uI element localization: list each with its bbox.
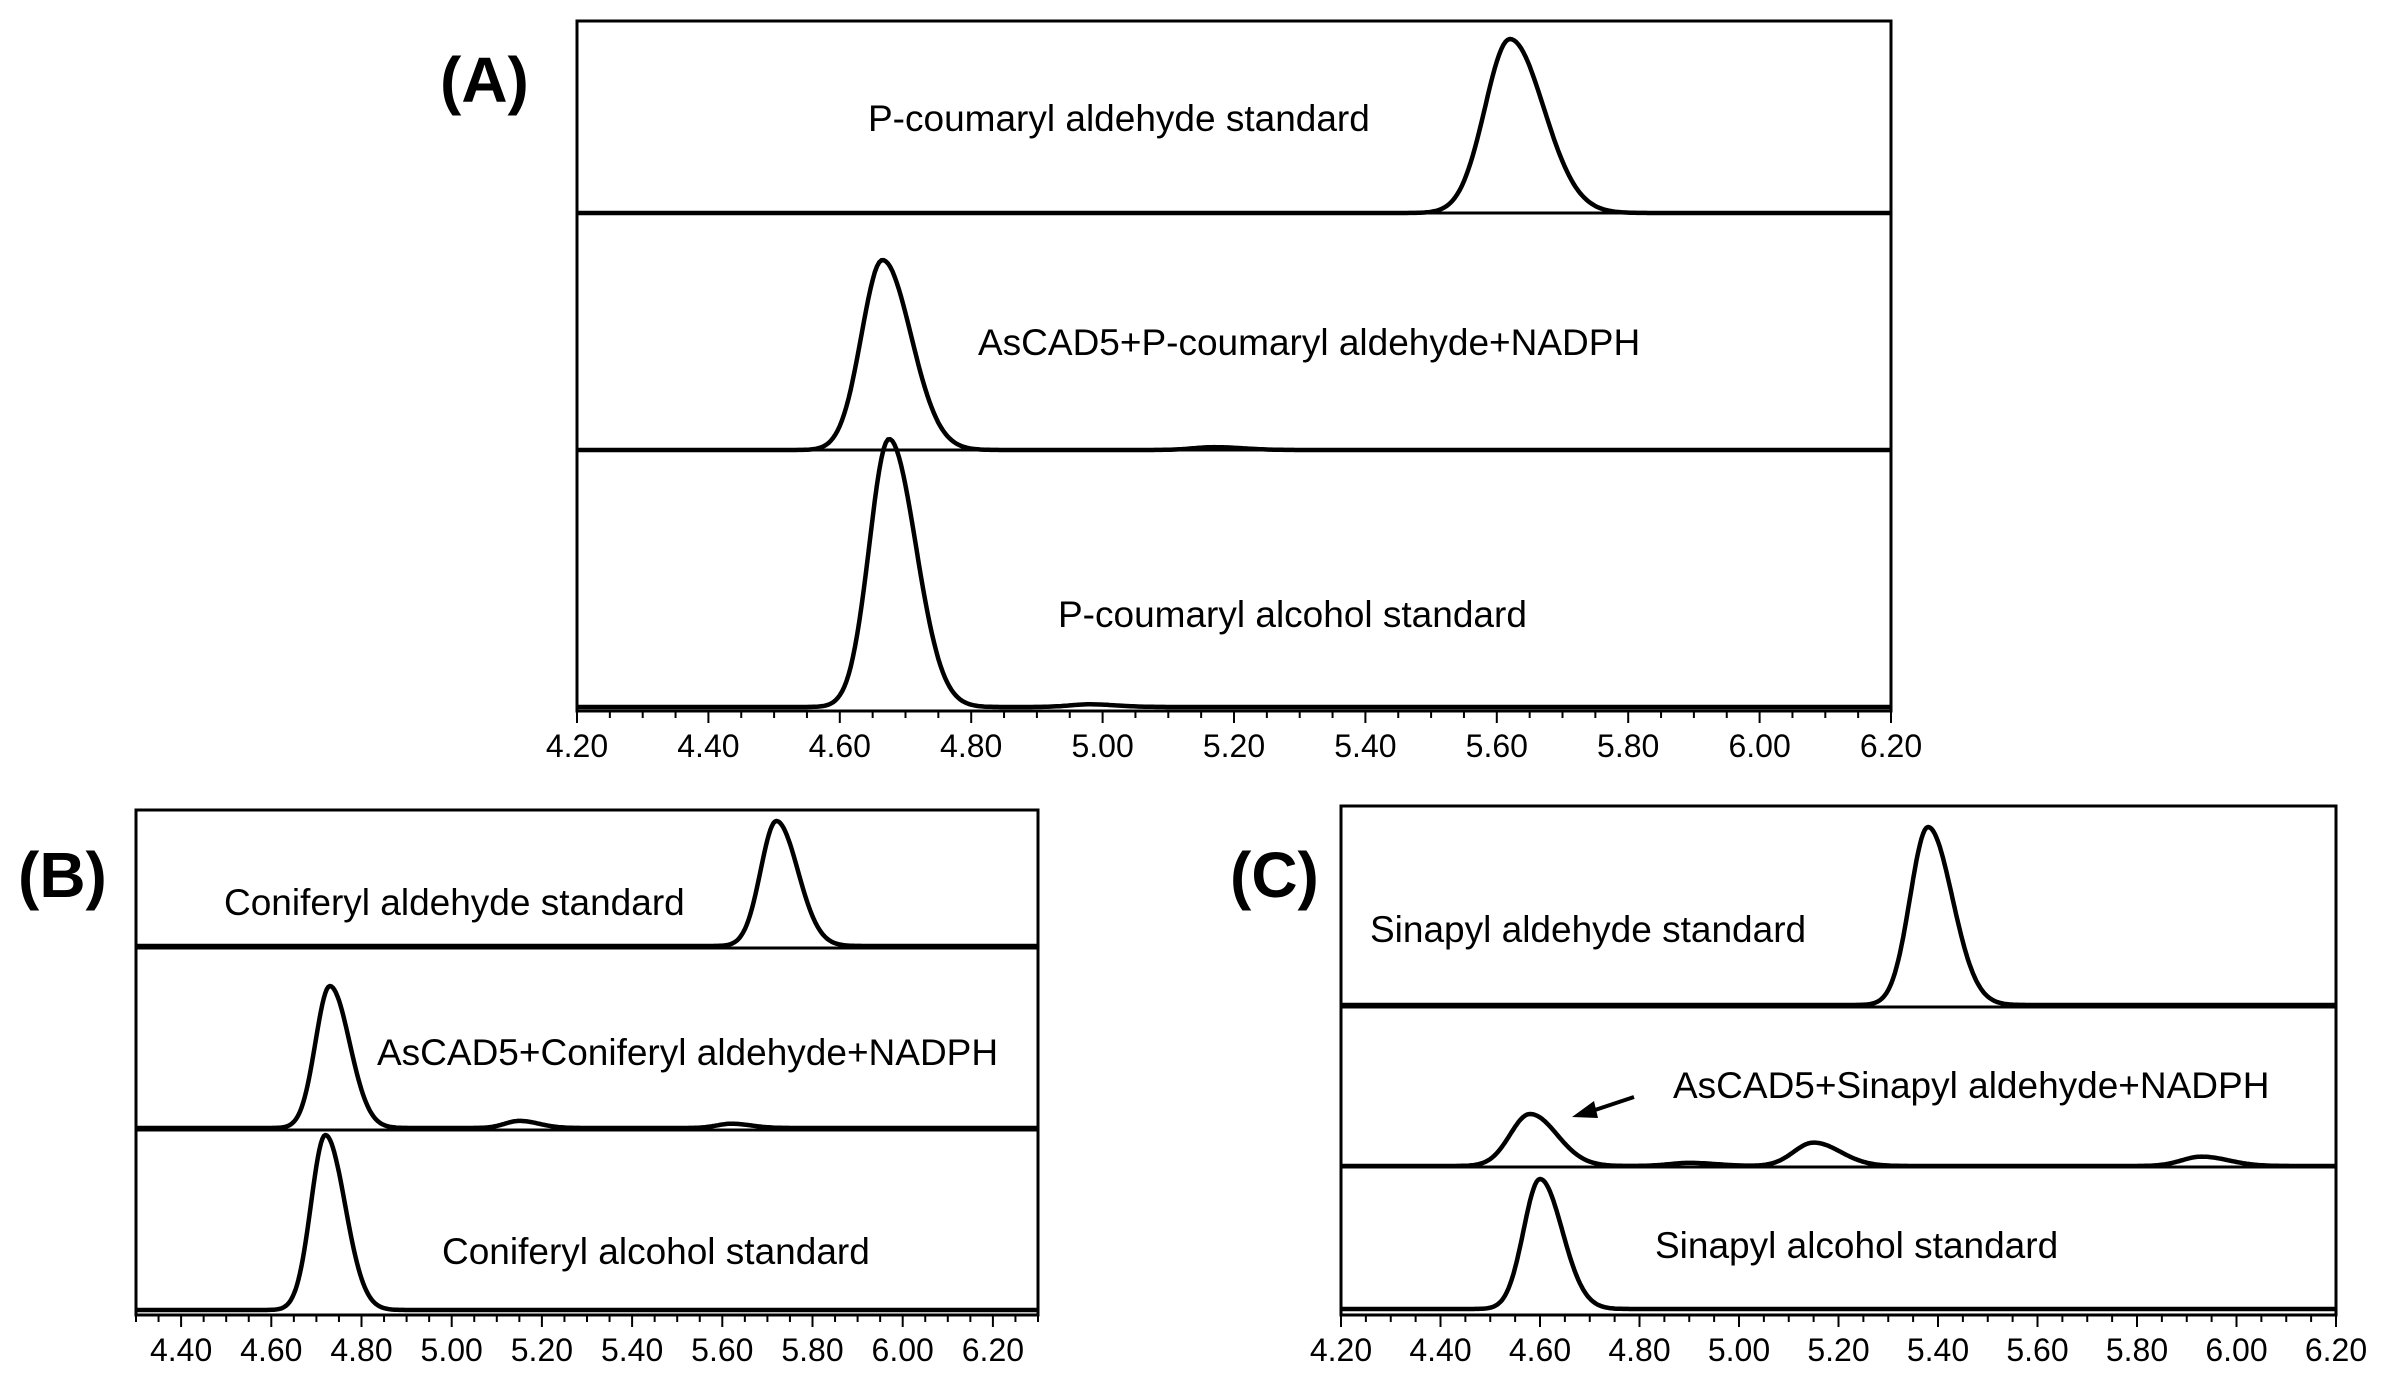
x-tick-label: 4.80 [940, 728, 1002, 764]
x-tick-label: 4.40 [1409, 1332, 1471, 1368]
x-tick-label: 4.60 [240, 1332, 302, 1368]
x-tick-label: 6.00 [872, 1332, 934, 1368]
x-tick-label: 4.20 [1310, 1332, 1372, 1368]
panel-b-label-2: AsCAD5+Coniferyl aldehyde+NADPH [377, 1032, 998, 1073]
panel-b-label-3: Coniferyl alcohol standard [442, 1231, 870, 1272]
x-tick-label: 5.60 [691, 1332, 753, 1368]
panel-b-trace-2 [135, 983, 1039, 1131]
panel-c-trace-3 [1340, 1176, 2337, 1312]
panel-b: (B) Coniferyl aldehyde standard AsCAD5+C… [18, 808, 1040, 1368]
panel-a-trace-3 [576, 436, 1892, 710]
panel-c: (C) Sinapyl aldehyde standard AsCAD5+Sin… [1230, 804, 2367, 1368]
panel-b-trace-1 [135, 818, 1039, 949]
x-tick-label: 5.20 [511, 1332, 573, 1368]
arrow-shaft [1591, 1095, 1635, 1113]
x-tick-label: 4.40 [150, 1332, 212, 1368]
x-tick-label: 4.20 [546, 728, 608, 764]
x-tick-label: 5.00 [1708, 1332, 1770, 1368]
x-tick-label: 5.80 [1597, 728, 1659, 764]
x-tick-label: 5.40 [1907, 1332, 1969, 1368]
x-tick-label: 4.40 [677, 728, 739, 764]
panel-c-trace-1 [1340, 824, 2337, 1008]
panel-c-x-axis: 4.20 4.40 4.60 4.80 5.00 5.20 5.40 5.60 5.80 6.00… [1310, 1315, 2367, 1368]
panel-a-trace-1 [576, 36, 1892, 216]
panel-a-label-2: AsCAD5+P-coumaryl aldehyde+NADPH [978, 322, 1640, 363]
panel-b-label-1: Coniferyl aldehyde standard [224, 882, 685, 923]
panel-a-letter: (A) [440, 44, 529, 116]
panel-c-label-2: AsCAD5+Sinapyl aldehyde+NADPH [1673, 1065, 2269, 1106]
panel-a-label-1: P-coumaryl aldehyde standard [868, 98, 1370, 139]
x-tick-label: 5.80 [781, 1332, 843, 1368]
panel-a-label-3: P-coumaryl alcohol standard [1058, 594, 1527, 635]
x-tick-label: 5.60 [2006, 1332, 2068, 1368]
x-tick-label: 5.20 [1203, 728, 1265, 764]
arrow-head [1572, 1101, 1598, 1118]
x-tick-label: 4.60 [1509, 1332, 1571, 1368]
arrow-annotation [1572, 1095, 1635, 1118]
panel-c-label-3: Sinapyl alcohol standard [1655, 1225, 2058, 1266]
panel-b-trace-3 [135, 1132, 1039, 1313]
x-tick-label: 6.20 [962, 1332, 1024, 1368]
x-tick-label: 6.20 [2305, 1332, 2367, 1368]
x-tick-label: 5.00 [1071, 728, 1133, 764]
x-tick-label: 6.00 [2205, 1332, 2267, 1368]
x-tick-label: 5.80 [2106, 1332, 2168, 1368]
x-tick-label: 5.60 [1466, 728, 1528, 764]
x-tick-label: 5.40 [1334, 728, 1396, 764]
x-tick-label: 6.00 [1728, 728, 1790, 764]
panel-c-label-1: Sinapyl aldehyde standard [1370, 909, 1806, 950]
panel-c-letter: (C) [1230, 839, 1319, 911]
x-tick-label: 4.80 [330, 1332, 392, 1368]
panel-b-x-axis: 4.40 4.60 4.80 5.00 5.20 5.40 5.60 5.80 6.00 6.20 [135, 1315, 1039, 1368]
panel-a: (A) P-coumaryl aldehyde standard AsCAD5+… [440, 19, 1922, 764]
panel-a-trace-2 [576, 257, 1892, 453]
x-tick-label: 5.40 [601, 1332, 663, 1368]
x-tick-label: 6.20 [1860, 728, 1922, 764]
panel-c-trace-2 [1340, 1111, 2337, 1169]
x-tick-label: 5.20 [1807, 1332, 1869, 1368]
x-tick-label: 4.60 [809, 728, 871, 764]
panel-a-x-axis: 4.20 4.40 4.60 4.80 5.00 5.20 5.40 5.60 5.80 6.00… [546, 711, 1922, 764]
x-tick-label: 5.00 [421, 1332, 483, 1368]
panel-b-letter: (B) [18, 839, 107, 911]
x-tick-label: 4.80 [1608, 1332, 1670, 1368]
